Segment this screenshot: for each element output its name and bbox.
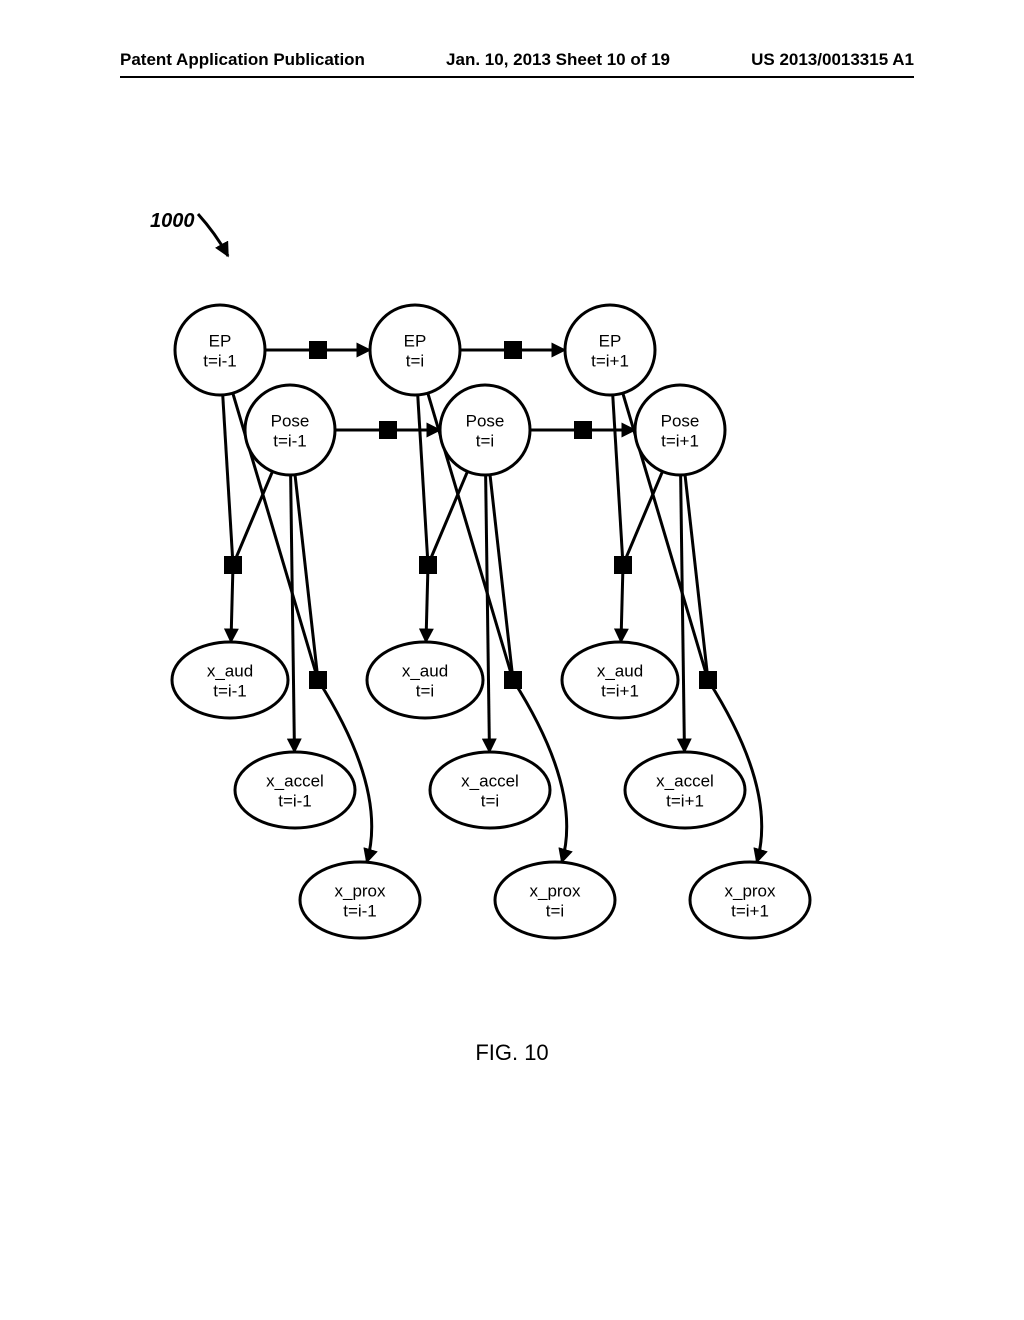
svg-text:Pose: Pose — [466, 411, 505, 430]
svg-text:t=i-1: t=i-1 — [278, 791, 312, 810]
svg-text:x_aud: x_aud — [402, 661, 448, 680]
svg-text:x_aud: x_aud — [597, 661, 643, 680]
page: Patent Application Publication Jan. 10, … — [0, 0, 1024, 1320]
svg-text:x_accel: x_accel — [656, 771, 714, 790]
svg-text:Pose: Pose — [661, 411, 700, 430]
svg-text:t=i: t=i — [406, 351, 424, 370]
svg-text:Pose: Pose — [271, 411, 310, 430]
node-prox0: x_proxt=i-1 — [300, 862, 420, 938]
svg-text:t=i+1: t=i+1 — [661, 431, 699, 450]
node-prox1: x_proxt=i — [495, 862, 615, 938]
svg-text:x_prox: x_prox — [334, 881, 386, 900]
node-acc0: x_accelt=i-1 — [235, 752, 355, 828]
node-acc1: x_accelt=i — [430, 752, 550, 828]
node-ep1: EPt=i — [370, 305, 460, 395]
node-ep2: EPt=i+1 — [565, 305, 655, 395]
svg-text:EP: EP — [599, 331, 622, 350]
svg-text:t=i-1: t=i-1 — [273, 431, 307, 450]
reference-numeral: 1000 — [150, 210, 195, 233]
svg-text:t=i-1: t=i-1 — [213, 681, 247, 700]
svg-text:t=i+1: t=i+1 — [591, 351, 629, 370]
node-aud1: x_audt=i — [367, 642, 483, 718]
svg-text:x_accel: x_accel — [266, 771, 324, 790]
svg-text:EP: EP — [209, 331, 232, 350]
svg-text:t=i+1: t=i+1 — [666, 791, 704, 810]
node-aud2: x_audt=i+1 — [562, 642, 678, 718]
svg-text:t=i: t=i — [416, 681, 434, 700]
diagram-svg: EPt=i-1EPt=iEPt=i+1Poset=i-1Poset=iPoset… — [0, 0, 1024, 1320]
svg-text:x_prox: x_prox — [724, 881, 776, 900]
svg-text:t=i+1: t=i+1 — [731, 901, 769, 920]
node-pose1: Poset=i — [440, 385, 530, 475]
svg-text:t=i-1: t=i-1 — [203, 351, 237, 370]
svg-text:EP: EP — [404, 331, 427, 350]
node-pose2: Poset=i+1 — [635, 385, 725, 475]
svg-text:t=i: t=i — [476, 431, 494, 450]
node-ep0: EPt=i-1 — [175, 305, 265, 395]
node-prox2: x_proxt=i+1 — [690, 862, 810, 938]
node-pose0: Poset=i-1 — [245, 385, 335, 475]
svg-text:t=i-1: t=i-1 — [343, 901, 377, 920]
figure-caption: FIG. 10 — [0, 1040, 1024, 1066]
svg-text:t=i+1: t=i+1 — [601, 681, 639, 700]
svg-text:t=i: t=i — [481, 791, 499, 810]
svg-text:x_prox: x_prox — [529, 881, 581, 900]
svg-text:t=i: t=i — [546, 901, 564, 920]
svg-text:x_aud: x_aud — [207, 661, 253, 680]
reference-arrow — [198, 214, 228, 256]
node-acc2: x_accelt=i+1 — [625, 752, 745, 828]
node-layer: EPt=i-1EPt=iEPt=i+1Poset=i-1Poset=iPoset… — [172, 305, 810, 938]
svg-text:x_accel: x_accel — [461, 771, 519, 790]
node-aud0: x_audt=i-1 — [172, 642, 288, 718]
